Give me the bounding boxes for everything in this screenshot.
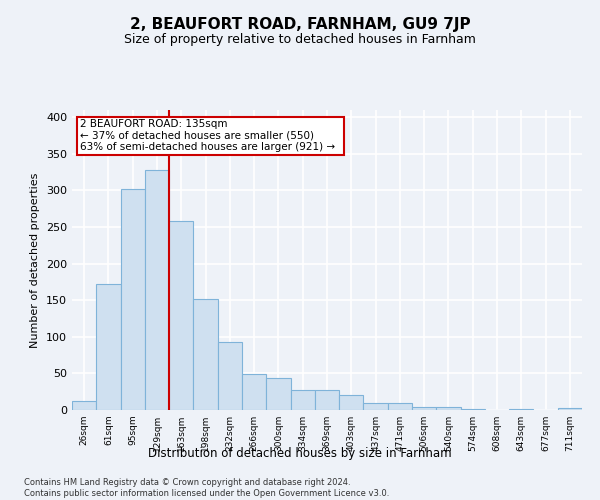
Text: Distribution of detached houses by size in Farnham: Distribution of detached houses by size …: [148, 448, 452, 460]
Text: 2, BEAUFORT ROAD, FARNHAM, GU9 7JP: 2, BEAUFORT ROAD, FARNHAM, GU9 7JP: [130, 18, 470, 32]
Bar: [558, 408, 582, 410]
Bar: [315, 390, 339, 410]
Text: Size of property relative to detached houses in Farnham: Size of property relative to detached ho…: [124, 32, 476, 46]
Bar: [193, 299, 218, 410]
Bar: [364, 402, 388, 410]
Bar: [96, 284, 121, 410]
Bar: [121, 189, 145, 410]
Bar: [436, 407, 461, 410]
Bar: [290, 390, 315, 410]
Text: 2 BEAUFORT ROAD: 135sqm
← 37% of detached houses are smaller (550)
63% of semi-d: 2 BEAUFORT ROAD: 135sqm ← 37% of detache…: [80, 119, 335, 152]
Bar: [169, 221, 193, 410]
Bar: [412, 407, 436, 410]
Bar: [509, 408, 533, 410]
Bar: [218, 342, 242, 410]
Bar: [266, 378, 290, 410]
Y-axis label: Number of detached properties: Number of detached properties: [31, 172, 40, 348]
Text: Contains HM Land Registry data © Crown copyright and database right 2024.
Contai: Contains HM Land Registry data © Crown c…: [24, 478, 389, 498]
Bar: [339, 394, 364, 410]
Bar: [388, 404, 412, 410]
Bar: [242, 374, 266, 410]
Bar: [145, 170, 169, 410]
Bar: [72, 401, 96, 410]
FancyBboxPatch shape: [77, 118, 344, 156]
